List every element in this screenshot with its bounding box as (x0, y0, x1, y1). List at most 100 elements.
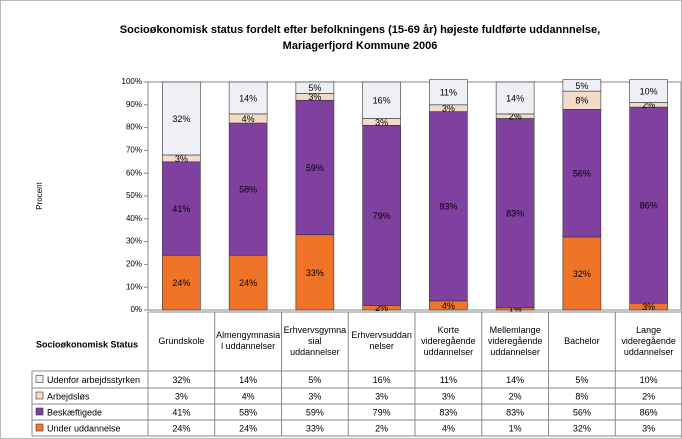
y-tick-label: 90% (126, 100, 142, 109)
data-label: 5% (575, 81, 588, 91)
table-value: 16% (373, 375, 391, 385)
table-value: 14% (506, 375, 524, 385)
table-value: 58% (239, 407, 257, 417)
y-tick-label: 40% (126, 214, 142, 223)
y-tick-label: 70% (126, 146, 142, 155)
table-value: 3% (642, 423, 655, 433)
table-value: 5% (575, 375, 588, 385)
data-label: 3% (442, 104, 455, 114)
data-label: 58% (239, 185, 257, 195)
x-tick-label: Mellemlange videregående uddannelser (487, 324, 543, 357)
table-value: 1% (509, 423, 522, 433)
data-label: 2% (642, 100, 655, 110)
table-value: 14% (239, 375, 257, 385)
bar-segment (295, 234, 335, 311)
x-tick-label: Bachelor (564, 335, 600, 346)
data-label: 56% (573, 169, 591, 179)
bar-segment (429, 111, 468, 302)
data-label: 32% (573, 269, 591, 279)
data-label: 32% (172, 114, 190, 124)
data-label: 24% (239, 278, 257, 288)
bar-segment (495, 118, 535, 309)
table-value: 83% (506, 407, 524, 417)
bar-segment (562, 236, 602, 311)
y-tick-label: 100% (122, 77, 142, 86)
x-tick-label: Almengymnasial uddannelser (216, 330, 281, 351)
table-header: Socioøkonomisk Status (36, 339, 138, 349)
y-tick-label: 0% (130, 305, 142, 314)
y-tick-label: 10% (126, 282, 142, 291)
table-value: 4% (442, 423, 455, 433)
bar-segment (362, 81, 401, 119)
data-label: 83% (506, 208, 524, 218)
legend-key (35, 423, 44, 432)
bar-segment (562, 109, 602, 238)
data-label: 24% (172, 278, 190, 288)
y-tick-label: 60% (126, 168, 142, 177)
data-label: 59% (306, 163, 324, 173)
table-value: 8% (575, 391, 588, 401)
y-tick-label: 30% (126, 237, 142, 246)
data-label: 11% (440, 88, 457, 98)
data-label: 5% (308, 83, 321, 93)
data-label: 14% (506, 93, 524, 103)
data-label: 41% (172, 204, 190, 214)
table-value: 2% (642, 391, 655, 401)
table-value: 79% (373, 407, 391, 417)
table-value: 32% (573, 423, 591, 433)
table-value: 4% (242, 391, 255, 401)
x-tick-label: Korte videregående uddannelser (421, 324, 476, 357)
legend-label: Under uddannelse (47, 423, 121, 433)
table-value: 2% (509, 391, 522, 401)
bar-segment (228, 254, 268, 311)
y-tick-label: 50% (126, 191, 142, 200)
legend-key (35, 407, 44, 416)
bar-segment (495, 81, 535, 115)
bar-segment (629, 106, 668, 304)
data-label: 1% (509, 304, 522, 314)
legend-key (35, 375, 44, 383)
legend-label: Beskæftigede (47, 407, 102, 417)
table-value: 10% (640, 375, 658, 385)
table-value: 3% (308, 391, 321, 401)
table-value: 3% (175, 391, 188, 401)
table-value: 86% (640, 407, 658, 417)
table-value: 5% (308, 375, 321, 385)
table-value: 59% (306, 407, 324, 417)
bar-segment (162, 81, 201, 156)
data-label: 4% (242, 114, 255, 124)
table-value: 3% (375, 391, 388, 401)
table-value: 41% (172, 407, 190, 417)
legend-label: Arbejdsløs (47, 391, 90, 401)
y-tick-label: 80% (126, 123, 142, 132)
bar-segment (228, 122, 268, 256)
legend-key (35, 391, 44, 400)
x-tick-label: Erhvervsgymnasial uddannelser (283, 324, 347, 357)
bar-segment (362, 125, 401, 306)
y-axis-label: Procent (35, 181, 44, 209)
bar-segment (429, 79, 468, 106)
bar-segment (562, 79, 602, 92)
y-tick-label: 20% (126, 260, 142, 269)
data-label: 2% (375, 303, 388, 313)
table-value: 2% (375, 423, 388, 433)
x-tick-label: Lange videregående uddannelser (621, 324, 676, 357)
data-label: 33% (306, 268, 324, 278)
data-label: 8% (575, 96, 588, 106)
bar-segment (629, 79, 668, 103)
table-value: 56% (573, 407, 591, 417)
data-label: 3% (642, 302, 655, 312)
data-label: 3% (308, 92, 321, 102)
x-tick-label: Erhvervsuddannelser (351, 330, 412, 351)
table-value: 24% (172, 423, 190, 433)
chart-title: Mariagerfjord Kommune 2006 (283, 40, 438, 52)
bar-segment (295, 81, 335, 94)
bar-segment (295, 99, 335, 236)
data-label: 79% (373, 211, 391, 221)
table-value: 33% (306, 423, 324, 433)
table-value: 32% (172, 375, 190, 385)
table-value: 11% (440, 375, 457, 385)
data-label: 14% (239, 93, 257, 103)
table-value: 83% (439, 407, 457, 417)
